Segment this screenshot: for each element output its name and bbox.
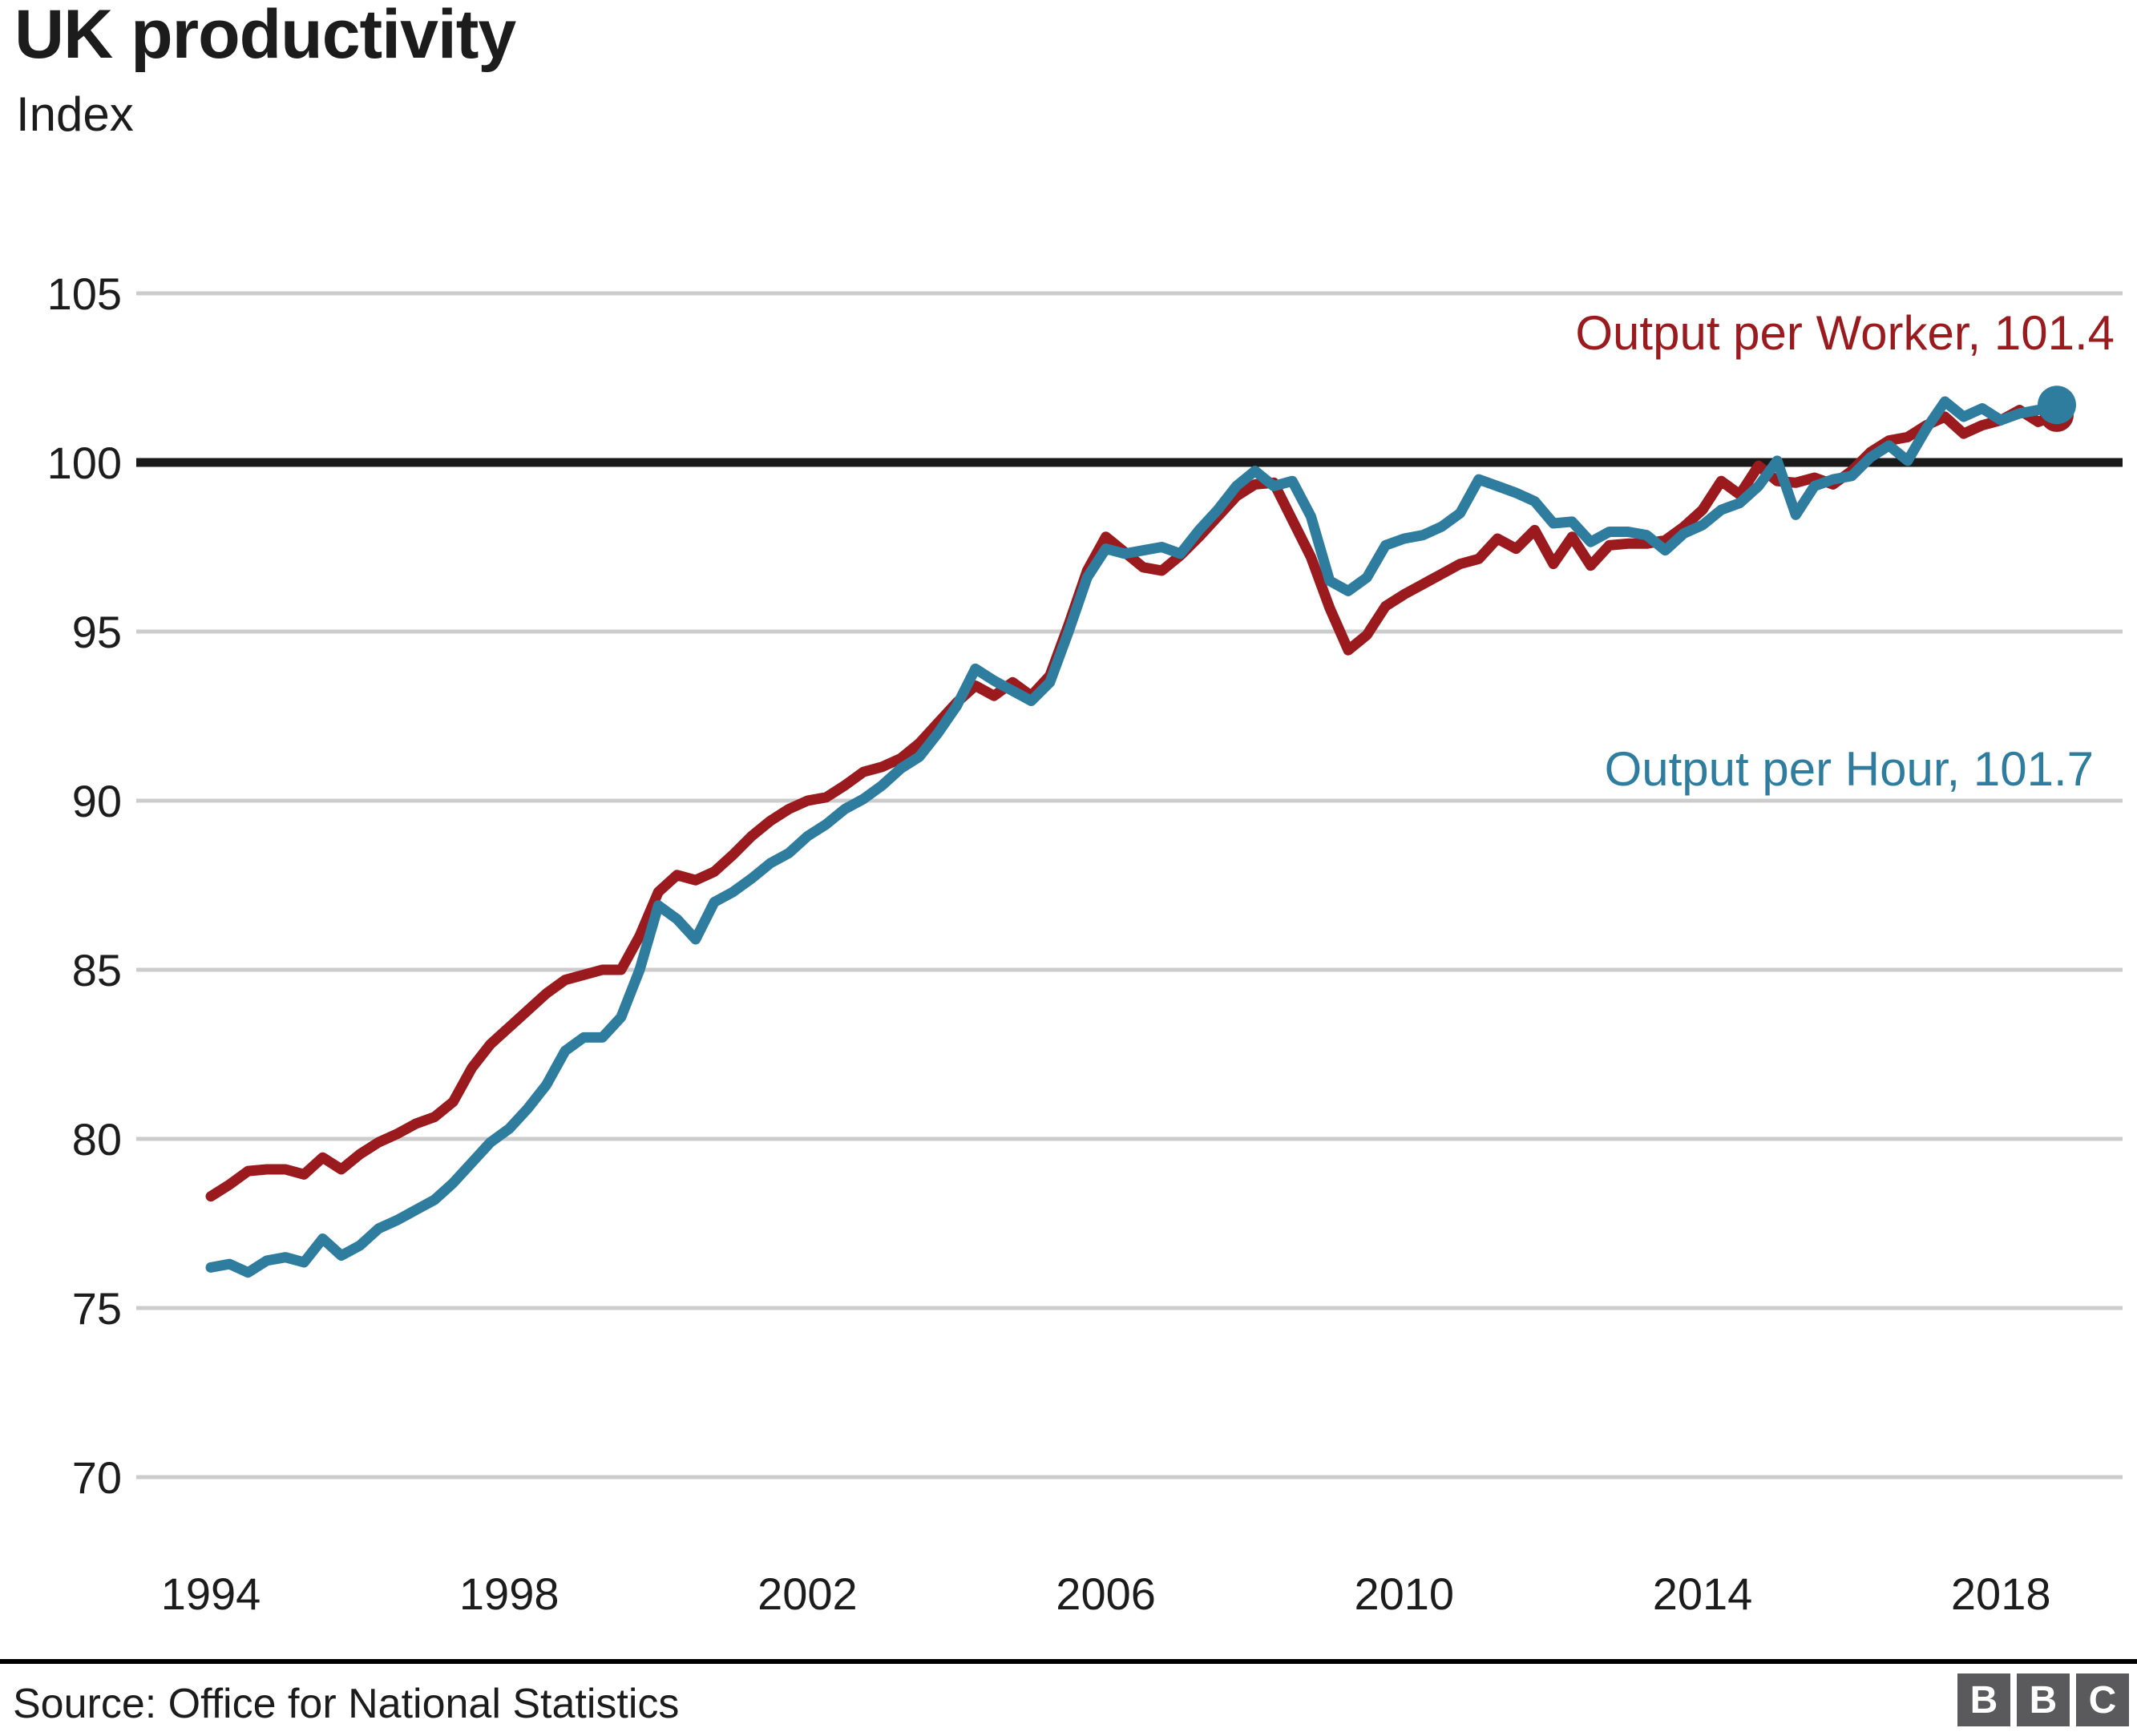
x-axis-tick-2018: 2018 xyxy=(1951,1568,2051,1619)
y-axis-tick-95: 95 xyxy=(72,607,122,657)
series-label-output-per-worker: Output per Worker, 101.4 xyxy=(1575,306,2115,360)
y-axis-tick-80: 80 xyxy=(72,1114,122,1165)
end-dot-output-per-hour xyxy=(2037,386,2076,425)
y-axis-tick-75: 75 xyxy=(72,1283,122,1334)
y-axis-tick-100: 100 xyxy=(47,438,122,488)
chart-subtitle: Index xyxy=(16,87,134,141)
chart-line-output-per-worker xyxy=(205,405,2062,1202)
y-axis-tick-90: 90 xyxy=(72,776,122,826)
bbc-logo-block-1: B xyxy=(2017,1673,2070,1726)
x-axis-tick-2014: 2014 xyxy=(1653,1568,1753,1619)
chart-title: UK productivity xyxy=(14,0,516,73)
bbc-logo-block-2: C xyxy=(2076,1673,2129,1726)
y-axis-tick-105: 105 xyxy=(47,268,122,319)
bbc-logo-block-0: B xyxy=(1957,1673,2010,1726)
footer-divider xyxy=(0,1659,2137,1664)
chart-line-output-per-hour xyxy=(205,396,2062,1278)
series-label-output-per-hour: Output per Hour, 101.7 xyxy=(1605,742,2094,796)
x-axis-tick-2010: 2010 xyxy=(1355,1568,1455,1619)
x-axis-tick-2002: 2002 xyxy=(757,1568,858,1619)
source-attribution: Source: Office for National Statistics xyxy=(13,1681,680,1727)
y-axis-tick-70: 70 xyxy=(72,1452,122,1503)
x-axis-tick-2006: 2006 xyxy=(1056,1568,1156,1619)
x-axis-tick-1998: 1998 xyxy=(459,1568,559,1619)
x-axis-tick-1994: 1994 xyxy=(161,1568,261,1619)
y-axis-tick-85: 85 xyxy=(72,945,122,995)
